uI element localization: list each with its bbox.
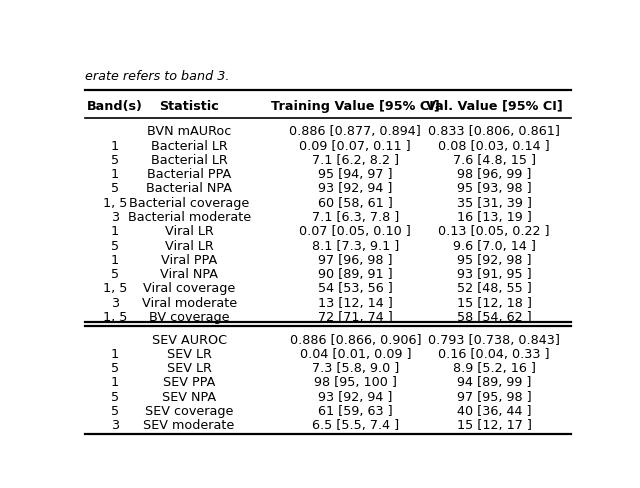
Text: 90 [89, 91 ]: 90 [89, 91 ] [318,268,392,281]
Text: 0.04 [0.01, 0.09 ]: 0.04 [0.01, 0.09 ] [300,348,411,361]
Text: Viral coverage: Viral coverage [143,283,236,295]
Text: 13 [12, 14 ]: 13 [12, 14 ] [318,297,393,310]
Text: 15 [12, 17 ]: 15 [12, 17 ] [457,419,532,432]
Text: 0.833 [0.806, 0.861]: 0.833 [0.806, 0.861] [428,125,560,138]
Text: Statistic: Statistic [159,100,219,113]
Text: 7.6 [4.8, 15 ]: 7.6 [4.8, 15 ] [452,154,536,167]
Text: 35 [31, 39 ]: 35 [31, 39 ] [457,197,532,210]
Text: SEV coverage: SEV coverage [145,405,234,418]
Text: Bacterial coverage: Bacterial coverage [129,197,249,210]
Text: 16 [13, 19 ]: 16 [13, 19 ] [457,211,532,224]
Text: Viral NPA: Viral NPA [160,268,218,281]
Text: Viral PPA: Viral PPA [161,254,217,267]
Text: Val. Value [95% CI]: Val. Value [95% CI] [426,100,563,113]
Text: 40 [36, 44 ]: 40 [36, 44 ] [457,405,531,418]
Text: Bacterial LR: Bacterial LR [151,154,227,167]
Text: 5: 5 [111,240,119,253]
Text: SEV LR: SEV LR [166,348,212,361]
Text: 97 [96, 98 ]: 97 [96, 98 ] [318,254,392,267]
Text: 58 [54, 62 ]: 58 [54, 62 ] [457,311,531,324]
Text: 0.13 [0.05, 0.22 ]: 0.13 [0.05, 0.22 ] [438,225,550,238]
Text: 7.1 [6.2, 8.2 ]: 7.1 [6.2, 8.2 ] [312,154,399,167]
Text: Training Value [95% CI]: Training Value [95% CI] [271,100,440,113]
Text: SEV PPA: SEV PPA [163,376,215,389]
Text: Bacterial NPA: Bacterial NPA [146,183,232,196]
Text: 9.6 [7.0, 14 ]: 9.6 [7.0, 14 ] [452,240,536,253]
Text: 5: 5 [111,183,119,196]
Text: 8.1 [7.3, 9.1 ]: 8.1 [7.3, 9.1 ] [312,240,399,253]
Text: BVN mAURoc: BVN mAURoc [147,125,231,138]
Text: Bacterial LR: Bacterial LR [151,140,227,153]
Text: 6.5 [5.5, 7.4 ]: 6.5 [5.5, 7.4 ] [312,419,399,432]
Text: Viral LR: Viral LR [164,225,214,238]
Text: 1: 1 [111,225,119,238]
Text: 5: 5 [111,390,119,404]
Text: 7.1 [6.3, 7.8 ]: 7.1 [6.3, 7.8 ] [312,211,399,224]
Text: 5: 5 [111,268,119,281]
Text: 95 [93, 98 ]: 95 [93, 98 ] [457,183,531,196]
Text: 93 [92, 94 ]: 93 [92, 94 ] [318,390,392,404]
Text: 7.3 [5.8, 9.0 ]: 7.3 [5.8, 9.0 ] [312,362,399,375]
Text: Bacterial moderate: Bacterial moderate [127,211,251,224]
Text: SEV moderate: SEV moderate [143,419,235,432]
Text: 15 [12, 18 ]: 15 [12, 18 ] [457,297,532,310]
Text: 61 [59, 63 ]: 61 [59, 63 ] [318,405,392,418]
Text: 0.886 [0.866, 0.906]: 0.886 [0.866, 0.906] [289,333,421,346]
Text: 0.886 [0.877, 0.894]: 0.886 [0.877, 0.894] [289,125,421,138]
Text: 95 [94, 97 ]: 95 [94, 97 ] [318,168,392,181]
Text: 60 [58, 61 ]: 60 [58, 61 ] [318,197,393,210]
Text: 5: 5 [111,405,119,418]
Text: SEV AUROC: SEV AUROC [152,333,227,346]
Text: erate refers to band 3.: erate refers to band 3. [85,70,229,83]
Text: 93 [91, 95 ]: 93 [91, 95 ] [457,268,531,281]
Text: 1: 1 [111,376,119,389]
Text: 5: 5 [111,154,119,167]
Text: SEV LR: SEV LR [166,362,212,375]
Text: 1: 1 [111,168,119,181]
Text: Viral moderate: Viral moderate [141,297,237,310]
Text: SEV NPA: SEV NPA [162,390,216,404]
Text: 1: 1 [111,254,119,267]
Text: 97 [95, 98 ]: 97 [95, 98 ] [457,390,531,404]
Text: 3: 3 [111,419,119,432]
Text: 0.16 [0.04, 0.33 ]: 0.16 [0.04, 0.33 ] [438,348,550,361]
Text: 1: 1 [111,348,119,361]
Text: 0.09 [0.07, 0.11 ]: 0.09 [0.07, 0.11 ] [300,140,411,153]
Text: 0.07 [0.05, 0.10 ]: 0.07 [0.05, 0.10 ] [300,225,411,238]
Text: 1, 5: 1, 5 [102,283,127,295]
Text: BV coverage: BV coverage [149,311,229,324]
Text: 1: 1 [111,140,119,153]
Text: 0.793 [0.738, 0.843]: 0.793 [0.738, 0.843] [428,333,560,346]
Text: Viral LR: Viral LR [164,240,214,253]
Text: 3: 3 [111,297,119,310]
Text: 94 [89, 99 ]: 94 [89, 99 ] [457,376,531,389]
Text: 8.9 [5.2, 16 ]: 8.9 [5.2, 16 ] [452,362,536,375]
Text: 72 [71, 74 ]: 72 [71, 74 ] [318,311,393,324]
Text: 5: 5 [111,362,119,375]
Text: 95 [92, 98 ]: 95 [92, 98 ] [457,254,531,267]
Text: 54 [53, 56 ]: 54 [53, 56 ] [318,283,393,295]
Text: Band(s): Band(s) [87,100,143,113]
Text: 98 [96, 99 ]: 98 [96, 99 ] [457,168,531,181]
Text: 98 [95, 100 ]: 98 [95, 100 ] [314,376,397,389]
Text: 1, 5: 1, 5 [102,311,127,324]
Text: Bacterial PPA: Bacterial PPA [147,168,231,181]
Text: 93 [92, 94 ]: 93 [92, 94 ] [318,183,392,196]
Text: 0.08 [0.03, 0.14 ]: 0.08 [0.03, 0.14 ] [438,140,550,153]
Text: 1, 5: 1, 5 [102,197,127,210]
Text: 52 [48, 55 ]: 52 [48, 55 ] [457,283,532,295]
Text: 3: 3 [111,211,119,224]
